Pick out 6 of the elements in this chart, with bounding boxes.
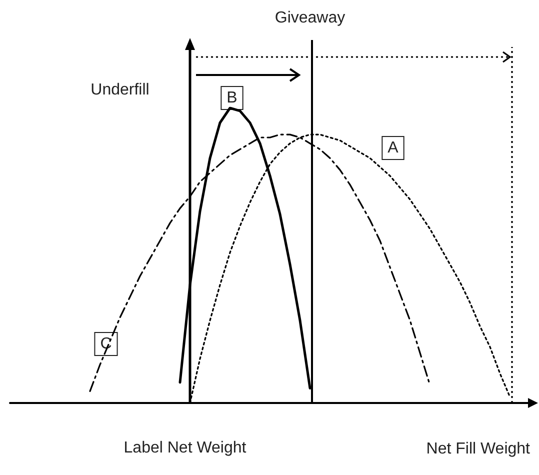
x-axis-title: Net Fill Weight xyxy=(426,440,531,458)
series-label: A xyxy=(388,140,399,156)
series-label: B xyxy=(226,90,238,106)
text: Giveaway xyxy=(274,10,346,26)
text: Underfill xyxy=(90,82,150,98)
text: Label Net Weight xyxy=(124,440,247,456)
